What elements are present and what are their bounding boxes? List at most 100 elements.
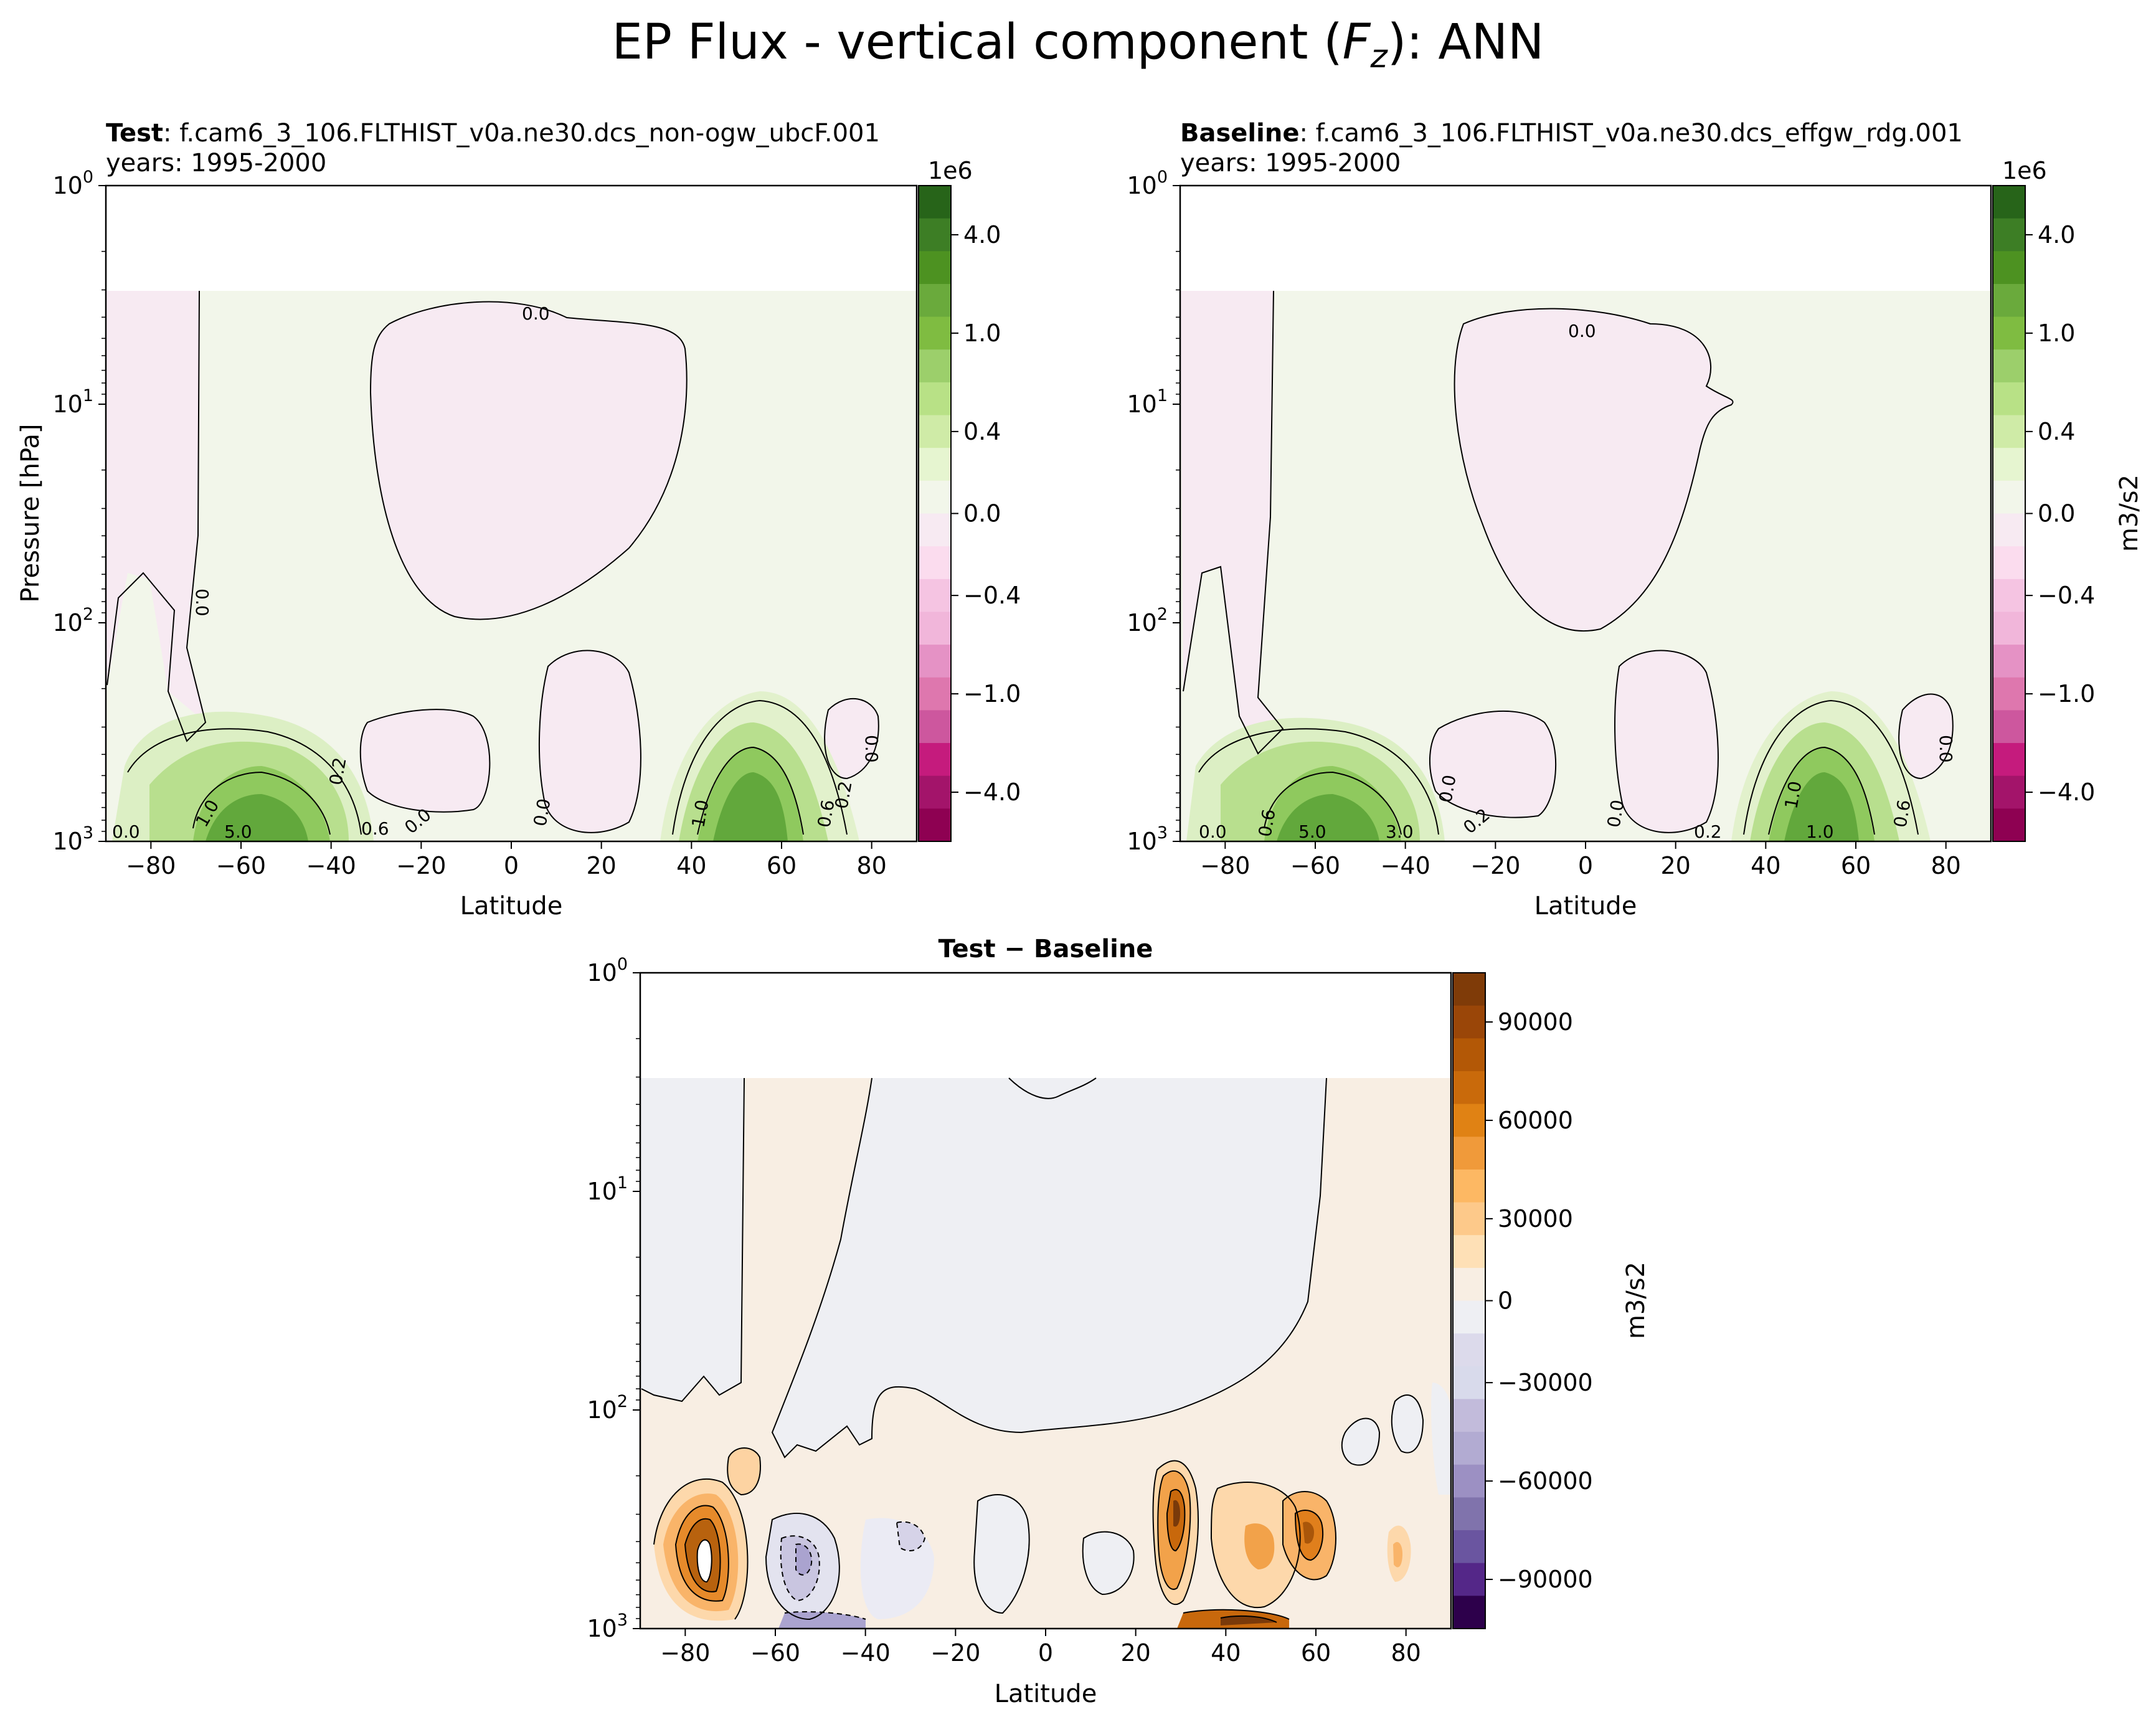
y-tick-label: 102 xyxy=(1127,605,1168,636)
test-panel-subtitle: years: 1995-2000 xyxy=(106,149,326,177)
contour-label: 0.2 xyxy=(325,756,350,787)
y-tick-label: 102 xyxy=(52,605,93,636)
colorbar-segment xyxy=(1453,1169,1485,1203)
colorbar-segment xyxy=(1453,1596,1485,1629)
x-tick-label: −60 xyxy=(1290,852,1340,879)
colorbar-segment xyxy=(1993,743,2025,777)
contour-label: 1.0 xyxy=(1806,821,1834,842)
colorbar-segment xyxy=(1993,218,2025,252)
colorbar-tick-label: 90000 xyxy=(1498,1008,1573,1036)
baseline-panel: Baseline: f.cam6_3_106.FLTHIST_v0a.ne30.… xyxy=(1127,119,2144,920)
colorbar-segment xyxy=(1993,579,2025,613)
test-ylabel: Pressure [hPa] xyxy=(16,424,45,603)
contour-label: 0.0 xyxy=(112,821,140,842)
y-tick-label: 103 xyxy=(52,823,93,855)
contour-label: 5.0 xyxy=(1298,821,1326,842)
colorbar-tick-label: −60000 xyxy=(1498,1467,1593,1495)
test-xlabel: Latitude xyxy=(460,892,563,920)
x-tick-label: −80 xyxy=(660,1639,710,1667)
contour-label: 0.0 xyxy=(1164,688,1184,716)
y-tick-label: 102 xyxy=(587,1392,628,1424)
colorbar-segment xyxy=(1993,808,2025,842)
contour-label: 0.0 xyxy=(522,303,550,324)
test-colorbar-offset: 1e6 xyxy=(928,157,973,184)
contour-label: 0.0 xyxy=(192,589,212,617)
baseline-field: 0.0 0.0 0.0 0.6 1.0 0.2 0.0 0.0 0.2 0.6 … xyxy=(1164,186,1991,842)
colorbar-tick-label: 0 xyxy=(1498,1287,1513,1315)
x-tick-label: 20 xyxy=(1660,852,1690,879)
colorbar-segment xyxy=(919,710,951,744)
y-tick-label: 100 xyxy=(587,955,628,986)
baseline-panel-subtitle: years: 1995-2000 xyxy=(1180,149,1401,177)
contour-label: 0.0 xyxy=(1199,821,1227,842)
colorbar-segment xyxy=(1993,283,2025,318)
contour-label: 0.0 xyxy=(1936,735,1956,763)
colorbar-segment xyxy=(919,480,951,514)
difference-panel: Test − Baseline xyxy=(587,935,1650,1708)
colorbar-segment xyxy=(1993,251,2025,285)
figure-title: EP Flux - vertical component (Fz): ANN xyxy=(612,14,1544,75)
x-tick-label: 0 xyxy=(1038,1639,1053,1667)
baseline-xlabel: Latitude xyxy=(1534,892,1637,920)
x-tick-label: 40 xyxy=(1751,852,1780,879)
colorbar-segment xyxy=(1993,186,2025,219)
colorbar-segment xyxy=(919,251,951,285)
x-tick-label: 40 xyxy=(1211,1639,1241,1667)
contour-label: 0.0 xyxy=(1568,321,1596,341)
colorbar-segment xyxy=(1993,775,2025,809)
colorbar-segment xyxy=(1993,546,2025,580)
colorbar-segment xyxy=(1993,382,2025,416)
colorbar-tick-label: −30000 xyxy=(1498,1369,1593,1396)
x-tick-label: −20 xyxy=(1470,852,1520,879)
y-tick-label: 103 xyxy=(587,1611,628,1642)
contour-label: 0.6 xyxy=(813,798,838,830)
colorbar-segment xyxy=(1453,1104,1485,1137)
colorbar-tick-label: 30000 xyxy=(1498,1205,1573,1232)
x-tick-label: 20 xyxy=(1120,1639,1150,1667)
contour-label: 0.6 xyxy=(1254,808,1279,839)
colorbar-segment xyxy=(1453,1005,1485,1039)
x-tick-label: 80 xyxy=(1391,1639,1421,1667)
x-tick-label: −60 xyxy=(750,1639,800,1667)
colorbar-segment xyxy=(1993,349,2025,383)
colorbar-segment xyxy=(1453,1202,1485,1236)
colorbar-segment xyxy=(1993,448,2025,481)
colorbar-tick-label: 0.0 xyxy=(2038,500,2075,527)
y-tick-label: 101 xyxy=(52,386,93,418)
y-tick-label: 100 xyxy=(52,168,93,199)
colorbar-segment xyxy=(1993,612,2025,645)
colorbar-segment xyxy=(919,218,951,252)
x-tick-label: 60 xyxy=(1301,1639,1331,1667)
colorbar-segment xyxy=(919,579,951,613)
baseline-colorbar-offset: 1e6 xyxy=(2002,157,2047,184)
x-tick-label: −20 xyxy=(396,852,446,879)
difference-panel-title: Test − Baseline xyxy=(939,935,1153,963)
colorbar-segment xyxy=(919,775,951,809)
colorbar-segment xyxy=(1993,710,2025,744)
colorbar-segment xyxy=(1453,1038,1485,1072)
colorbar-segment xyxy=(1453,1366,1485,1400)
colorbar-segment xyxy=(1993,513,2025,547)
colorbar-tick-label: 4.0 xyxy=(2038,221,2075,248)
colorbar-segment xyxy=(1453,1530,1485,1564)
y-tick-label: 101 xyxy=(1127,386,1168,418)
colorbar-tick-label: −90000 xyxy=(1498,1566,1593,1593)
colorbar-segment xyxy=(919,316,951,350)
difference-colorbar-label: m3/s2 xyxy=(1622,1262,1650,1339)
contour-label: 1.0 xyxy=(1780,780,1805,811)
contour-label: 0.2 xyxy=(1694,821,1722,842)
x-tick-label: 60 xyxy=(1841,852,1871,879)
colorbar-tick-label: 0.4 xyxy=(2038,418,2075,445)
colorbar-segment xyxy=(919,415,951,448)
colorbar-segment xyxy=(919,546,951,580)
test-x-ticks: −80 −60 −40 −20 0 20 40 60 80 xyxy=(126,841,887,879)
contour-label: 0.0 xyxy=(1435,773,1460,805)
colorbar-tick-label: 60000 xyxy=(1498,1107,1573,1134)
x-tick-label: −40 xyxy=(841,1639,891,1667)
baseline-contour-labels: 0.0 0.0 0.0 0.6 1.0 0.2 0.0 0.0 0.2 0.6 … xyxy=(1164,321,1956,842)
x-tick-label: −80 xyxy=(1200,852,1250,879)
y-tick-label: 103 xyxy=(1127,823,1168,855)
contour-label: 0.2 xyxy=(831,780,856,811)
colorbar-segment xyxy=(919,448,951,481)
